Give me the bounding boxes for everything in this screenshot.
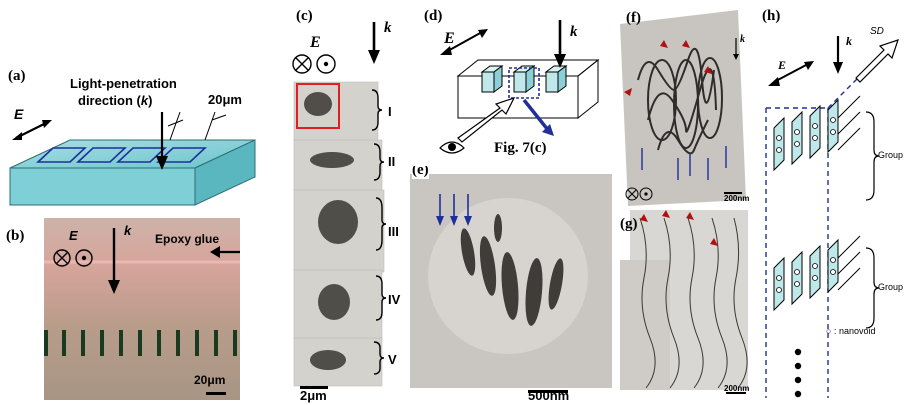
panel-g-micrograph <box>620 210 748 394</box>
panel-e-label: (e) <box>412 166 429 179</box>
panel-b-k-label: k <box>124 223 132 238</box>
panel-a-direction-text: direction ( <box>78 93 141 108</box>
panel-h: (h) E k SD Group Group ○ : nanovoid <box>752 0 904 405</box>
panel-e-micrograph <box>410 174 612 393</box>
panel-b: E k Epoxy glue 20μm <box>44 218 240 400</box>
panel-f-micrograph <box>620 10 746 206</box>
panel-c-label: (c) <box>296 8 313 24</box>
panel-d-schematic <box>439 20 600 154</box>
panel-h-group-label-2: Group <box>878 282 904 292</box>
panel-b-e-label: E <box>69 228 78 243</box>
panel-h-sd-label: SD <box>870 26 884 37</box>
panel-e: (e) 500nm <box>408 166 614 405</box>
panel-a-scale-label: 20μm <box>208 92 242 107</box>
panel-h-schematic <box>765 36 899 398</box>
panel-f-k-label: k <box>740 34 745 45</box>
panel-b-scale-label: 20μm <box>194 373 226 387</box>
panel-c-group-4: IV <box>388 292 401 307</box>
panel-c-group-3: III <box>388 224 399 239</box>
panel-c-group-5: V <box>388 352 397 367</box>
panel-a-direction-close: ) <box>148 93 153 108</box>
panel-c-group-2: II <box>388 154 396 169</box>
panel-a-direction-line1: Light-penetration <box>70 76 177 91</box>
panel-b-optical-image <box>44 218 240 400</box>
panel-d-fig-ref: Fig. 7(c) <box>494 140 547 156</box>
panel-h-e-label: E <box>778 58 787 72</box>
panel-d-label: (d) <box>424 8 443 24</box>
panel-a-k-label: k <box>140 93 149 108</box>
panel-c-micrograph-stack <box>292 22 387 389</box>
panel-c-group-1: I <box>388 104 392 119</box>
panel-f-label: (f) <box>626 10 641 26</box>
panel-c-k-label: k <box>384 20 392 36</box>
panel-d-e-label: E <box>444 30 455 47</box>
panel-d: (d) E k Fig. 7(c) <box>410 0 610 168</box>
panel-d-k-label: k <box>570 24 578 40</box>
panel-a-crystal-diagram <box>9 111 256 206</box>
panel-f: (f) k 200nm <box>618 0 750 208</box>
panel-a-label: (a) <box>8 68 26 84</box>
panel-h-k-label: k <box>846 34 852 48</box>
panel-g: (g) 200nm <box>618 208 750 405</box>
panel-a-direction-line2: direction (k) <box>78 93 152 108</box>
panel-h-legend: ○ : nanovoid <box>826 326 876 336</box>
panel-g-scale-label: 200nm <box>724 384 750 393</box>
panel-a: (a) E <box>0 60 270 220</box>
panel-h-group-label-1: Group <box>878 150 904 160</box>
panel-a-e-label: E <box>14 106 24 122</box>
panel-b-label: (b) <box>6 228 25 244</box>
panel-c: (c) E k I II III IV V 2μm <box>288 0 404 405</box>
panel-e-scale-label: 500nm <box>528 388 570 403</box>
panel-g-label: (g) <box>620 216 638 232</box>
panel-b-epoxy-label: Epoxy glue <box>155 232 220 246</box>
panel-h-label: (h) <box>762 8 781 24</box>
panel-c-scale-label: 2μm <box>300 388 327 403</box>
panel-c-e-label: E <box>310 34 321 51</box>
panel-f-scale-label: 200nm <box>724 194 750 203</box>
